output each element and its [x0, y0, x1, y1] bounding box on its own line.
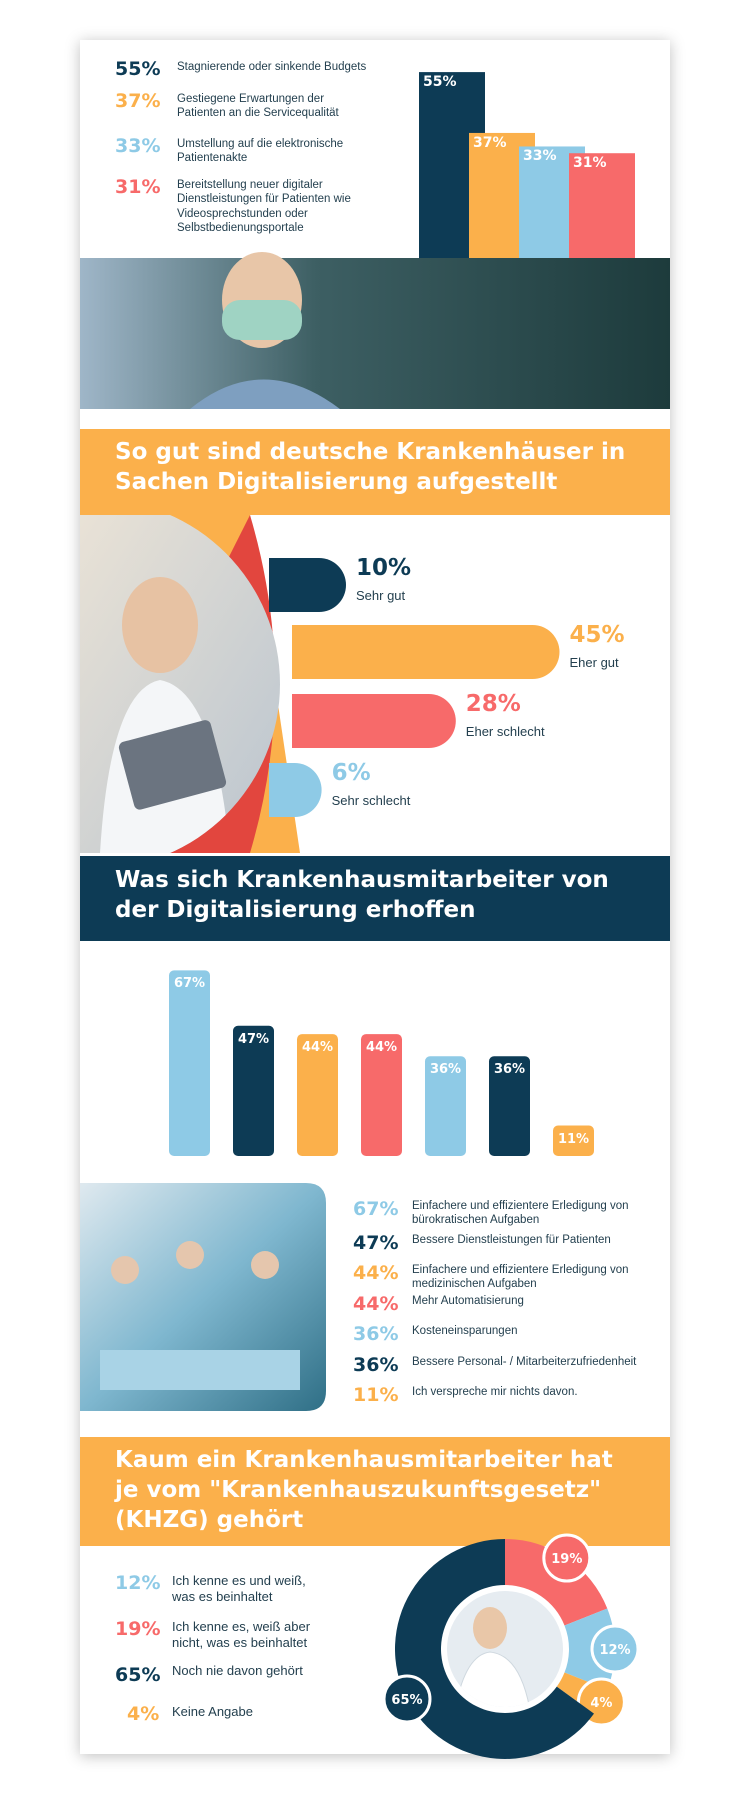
- photo-person: [176, 1241, 204, 1269]
- legend-text: Bessere Personal- / Mitarbeiterzufrieden…: [412, 1356, 637, 1368]
- bar-value: 45%: [569, 622, 625, 648]
- legend-value: 33%: [115, 135, 161, 157]
- photo-tablet: [118, 720, 227, 810]
- bar: [553, 1125, 594, 1156]
- bar-label: 11%: [557, 1131, 590, 1147]
- legend-value: 67%: [353, 1198, 399, 1220]
- bar-category: Eher gut: [569, 655, 619, 670]
- legend-value: 19%: [115, 1618, 161, 1640]
- bar-label: 67%: [173, 976, 206, 992]
- section-title: Kaum ein Krankenhausmitarbeiter hat je v…: [115, 1447, 613, 1533]
- photo-mask: [222, 300, 302, 340]
- bar-label: 36%: [429, 1062, 462, 1078]
- badge-label: 65%: [391, 1693, 422, 1708]
- donut-segment: [395, 1539, 594, 1760]
- legend-value: 65%: [115, 1664, 161, 1686]
- section-header: [80, 429, 670, 515]
- legend-text: Gestiegene Erwartungen der Patienten an …: [177, 93, 339, 120]
- bar: [489, 1056, 530, 1156]
- bar: [233, 1025, 274, 1156]
- photo-body: [190, 379, 340, 409]
- bar: [297, 1034, 338, 1156]
- legend-text: Einfachere und effizientere Erledigung v…: [412, 1200, 629, 1227]
- badge: [382, 1674, 432, 1724]
- bar: [292, 694, 456, 748]
- photo-table: [100, 1350, 300, 1390]
- section-header: [80, 856, 670, 941]
- legend-text: Stagnierende oder sinkende Budgets: [177, 61, 367, 73]
- legend-value: 11%: [353, 1384, 399, 1406]
- badge-label: 4%: [590, 1696, 612, 1711]
- bar-label: 31%: [573, 155, 607, 172]
- legend-value: 44%: [353, 1293, 399, 1315]
- donut-segment: [505, 1539, 608, 1626]
- bar: [292, 625, 560, 679]
- bar: [269, 558, 346, 612]
- bar-label: 33%: [523, 148, 557, 165]
- photo-person: [111, 1256, 139, 1284]
- bar-category: Sehr gut: [356, 588, 406, 603]
- section-title: Was sich Krankenhausmitarbeiter von der …: [115, 867, 609, 923]
- bar: [269, 763, 322, 817]
- bar-value: 28%: [465, 691, 521, 717]
- photo-face: [122, 577, 198, 673]
- legend-text: Bereitstellung neuer digitaler Dienstlei…: [177, 179, 351, 235]
- bar: [169, 970, 210, 1156]
- legend-value: 36%: [353, 1354, 399, 1376]
- bar-label: 55%: [423, 74, 457, 91]
- badge: [542, 1533, 592, 1583]
- legend-text: Noch nie davon gehört: [172, 1663, 303, 1678]
- legend-text: Kosteneinsparungen: [412, 1325, 518, 1337]
- bar-category: Sehr schlecht: [331, 793, 411, 808]
- legend-text: Keine Angabe: [172, 1704, 253, 1719]
- legend-value: 36%: [353, 1323, 399, 1345]
- badge-label: 12%: [599, 1643, 630, 1658]
- legend-value: 47%: [353, 1232, 399, 1254]
- legend-value: 55%: [115, 58, 161, 80]
- bar-value: 10%: [356, 555, 412, 581]
- legend-value: 31%: [115, 176, 161, 198]
- section-title: So gut sind deutsche Krankenhäuser in Sa…: [115, 439, 626, 495]
- bar-label: 37%: [473, 134, 507, 151]
- legend-text: Umstellung auf die elektronische Patient…: [177, 138, 344, 165]
- photo-face: [473, 1607, 507, 1649]
- legend-text: Ich kenne es und weiß, was es beinhaltet: [172, 1573, 306, 1605]
- photo: [80, 258, 670, 409]
- bar: [361, 1034, 402, 1156]
- bar: [425, 1056, 466, 1156]
- bar-label: 47%: [237, 1031, 270, 1047]
- legend-text: Mehr Automatisierung: [412, 1295, 524, 1307]
- bar-value: 6%: [331, 760, 371, 786]
- badge: [590, 1624, 640, 1674]
- legend-text: Bessere Dienstleistungen für Patienten: [412, 1234, 611, 1246]
- legend-value: 37%: [115, 90, 161, 112]
- badge-label: 19%: [551, 1552, 582, 1567]
- bar-label: 44%: [365, 1040, 398, 1056]
- legend-text: Ich verspreche mir nichts davon.: [412, 1386, 578, 1398]
- bar: [569, 153, 635, 258]
- legend-text: Einfachere und effizientere Erledigung v…: [412, 1264, 629, 1291]
- photo-coat: [454, 1651, 531, 1707]
- bar-label: 44%: [301, 1040, 334, 1056]
- legend-text: Ich kenne es, weiß aber nicht, was es be…: [172, 1619, 311, 1651]
- legend-value: 4%: [127, 1703, 160, 1725]
- legend-value: 12%: [115, 1572, 161, 1594]
- photo-person: [251, 1251, 279, 1279]
- bar-category: Eher schlecht: [465, 724, 545, 739]
- section-header: [80, 1437, 670, 1546]
- bar-label: 36%: [493, 1062, 526, 1078]
- legend-value: 44%: [353, 1262, 399, 1284]
